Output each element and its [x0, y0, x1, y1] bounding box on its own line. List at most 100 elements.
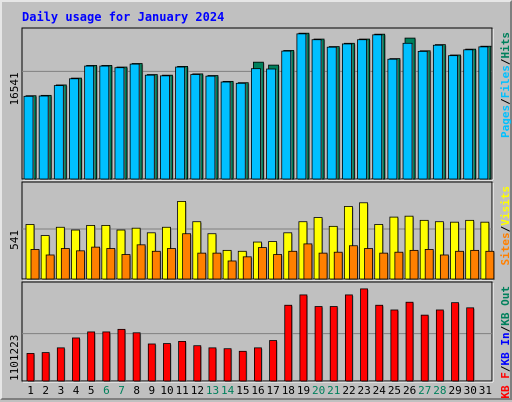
- bar-sites: [197, 252, 207, 280]
- bar-sites: [409, 249, 419, 280]
- bar-kb: [299, 294, 308, 382]
- bar-files: [235, 82, 246, 180]
- y-tick-label: 541: [8, 230, 21, 250]
- bar-kb: [163, 343, 171, 382]
- bar-sites: [455, 250, 464, 280]
- bar-visits: [404, 215, 414, 280]
- x-tick-label: 23: [358, 384, 371, 397]
- bar-sites: [121, 254, 131, 280]
- bar-files: [23, 95, 34, 180]
- x-tick-label: 1: [27, 384, 34, 397]
- x-tick-label: 25: [388, 384, 401, 397]
- x-tick-label: 6: [103, 384, 110, 397]
- legend-item: Pages: [499, 105, 512, 138]
- panel-legend: Sites/Visits: [499, 186, 512, 266]
- bar-kb: [405, 301, 414, 382]
- legend-item: KB Out: [499, 286, 512, 326]
- bar-files: [251, 68, 261, 180]
- bar-sites: [151, 250, 161, 280]
- bar-sites: [106, 248, 116, 280]
- bar-visits: [465, 219, 475, 280]
- bar-kb: [314, 306, 323, 382]
- bar-sites: [303, 243, 313, 280]
- legend-item: KB In: [499, 332, 512, 365]
- bar-kb: [344, 294, 353, 382]
- x-tick-label: 5: [88, 384, 95, 397]
- x-tick-label: 4: [73, 384, 80, 397]
- bar-kb: [360, 288, 368, 382]
- x-tick-label: 26: [403, 384, 416, 397]
- bar-sites: [136, 244, 146, 280]
- chart-panels: 16 541 Pages/Files/Hits 541 Sites/Visits 1 10 1…: [8, 27, 512, 399]
- bar-sites: [242, 256, 252, 280]
- bar-kb: [87, 331, 96, 382]
- bar-kb: [117, 328, 126, 382]
- x-axis-labels: 1 2 3 4 5 6 7 8 9 10 11 12 13 14 15 16 17 18 19 20 21 22 23 24 2…: [27, 384, 492, 397]
- x-tick-label: 21: [327, 384, 340, 397]
- bar-visits: [313, 217, 323, 280]
- bar-kb: [147, 343, 156, 382]
- bar-sites: [60, 248, 70, 280]
- bar-sites: [76, 250, 85, 280]
- bar-visits: [192, 221, 202, 280]
- bar-sites: [91, 246, 101, 280]
- bar-files: [463, 49, 474, 180]
- bar-sites: [182, 233, 192, 280]
- bar-files: [99, 65, 110, 180]
- legend-item: KB F: [499, 372, 512, 399]
- bar-files: [190, 74, 201, 180]
- bar-kb: [375, 304, 384, 382]
- bar-files: [144, 74, 155, 180]
- bar-files: [129, 63, 140, 180]
- bar-files: [175, 66, 186, 180]
- bar-files: [266, 68, 276, 180]
- bar-kb: [254, 347, 262, 382]
- x-tick-label: 10: [160, 384, 173, 397]
- bar-sites: [258, 247, 267, 280]
- bar-files: [311, 39, 322, 180]
- bar-files: [114, 67, 125, 180]
- bar-kb: [178, 340, 187, 382]
- x-tick-label: 9: [149, 384, 156, 397]
- bar-kb: [466, 307, 475, 382]
- bar-files: [402, 42, 413, 180]
- x-tick-label: 29: [448, 384, 461, 397]
- x-tick-label: 27: [418, 384, 431, 397]
- bar-sites: [439, 254, 449, 280]
- bar-files: [341, 43, 352, 180]
- bar-files: [387, 58, 398, 180]
- bar-files: [84, 65, 95, 180]
- bar-sites: [333, 251, 343, 280]
- panel-legend: Pages/Files/Hits: [499, 32, 512, 138]
- x-tick-label: 18: [282, 384, 295, 397]
- bar-kb: [72, 337, 80, 382]
- bar-visits: [434, 221, 444, 280]
- bar-sites: [364, 248, 373, 280]
- bar-files: [372, 34, 383, 180]
- bar-visits: [374, 224, 384, 280]
- bar-kb: [284, 304, 293, 382]
- legend-item: Hits: [499, 32, 512, 59]
- bar-files: [281, 50, 292, 180]
- legend-separator: /: [499, 365, 512, 372]
- x-tick-label: 20: [312, 384, 325, 397]
- x-tick-label: 24: [373, 384, 387, 397]
- x-tick-label: 28: [433, 384, 446, 397]
- x-tick-label: 8: [133, 384, 140, 397]
- bar-sites: [470, 249, 480, 280]
- x-tick-label: 15: [236, 384, 249, 397]
- bar-files: [160, 75, 170, 180]
- bar-kb: [26, 353, 35, 382]
- legend-separator: /: [499, 225, 512, 232]
- bar-files: [205, 75, 216, 180]
- bar-visits: [389, 216, 399, 280]
- bar-files: [448, 55, 458, 180]
- legend-separator: /: [499, 98, 512, 105]
- panel-visits-sites: 541 Sites/Visits: [8, 181, 512, 281]
- legend-separator: /: [499, 58, 512, 65]
- x-tick-label: 16: [251, 384, 264, 397]
- bar-kb: [193, 345, 202, 382]
- bar-visits: [450, 221, 459, 280]
